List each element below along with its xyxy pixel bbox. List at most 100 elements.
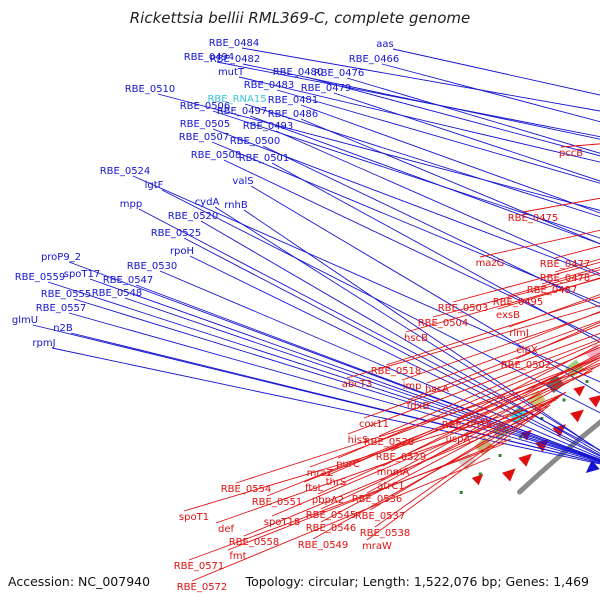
forward-label-leader: [157, 93, 600, 211]
forward-label-leader: [276, 89, 600, 184]
forward-gene-label: RBE_0500: [230, 136, 281, 147]
forward-label-leader: [200, 220, 600, 454]
reverse-gene-label: hscA: [425, 384, 449, 395]
map-title: Rickettsia bellii RML369-C, complete gen…: [130, 9, 471, 27]
forward-label-leader: [262, 145, 600, 308]
reverse-gene-label: imp: [403, 381, 422, 392]
reverse-label-leader: [227, 438, 511, 551]
forward-label-leader: [275, 130, 600, 275]
forward-gene-label: RBE_0506: [180, 101, 231, 112]
reverse-gene-label: mazG: [476, 258, 505, 269]
accession-text: Accession: NC_007940: [8, 574, 150, 589]
forward-gene-label: valS: [232, 176, 253, 187]
forward-gene-label: RBE_0559: [15, 272, 66, 283]
reverse-label-leader: [432, 272, 600, 318]
reverse-gene-label: pccB: [559, 148, 583, 159]
reverse-gene-label: mnmA: [377, 467, 410, 478]
forward-gene-label: rpoH: [170, 246, 194, 257]
forward-gene-label: mutT: [218, 67, 245, 78]
forward-gene-label: RBE_0479: [301, 83, 352, 94]
reverse-gene-label: RBE_0529: [376, 452, 427, 463]
reverse-gene-label: mraW: [362, 541, 392, 552]
reverse-label-leader: [479, 229, 600, 258]
reverse-label-leader: [405, 278, 600, 333]
forward-gene-label: spoT17: [64, 269, 101, 280]
reverse-gene-label: RBE_0546: [306, 523, 357, 534]
reverse-label-leader: [366, 404, 551, 541]
reverse-label-leader: [188, 442, 507, 561]
forward-label-leader: [249, 115, 600, 245]
reverse-label-leader: [271, 392, 565, 517]
reverse-label-leader: [337, 346, 600, 459]
forward-label-leader: [159, 270, 600, 459]
forward-label-leader: [243, 209, 600, 452]
forward-label-leader: [70, 332, 600, 464]
forward-label-leader: [73, 298, 600, 462]
reverse-gene-label: RBE_0536: [352, 494, 403, 505]
reverse-gene-label: mraZ: [307, 468, 334, 479]
ring-dot: [478, 472, 482, 476]
reverse-label-leader: [243, 412, 541, 537]
reverse-gene-label: RBE_0502: [501, 360, 552, 371]
reverse-label-leader: [312, 409, 545, 540]
reverse-label-leader: [385, 296, 600, 366]
reverse-gene-arrow: [570, 409, 584, 423]
forward-label-leader: [223, 159, 600, 340]
reverse-gene-label: uspA: [446, 434, 471, 445]
reverse-label-leader: [456, 344, 600, 420]
reverse-gene-label: RBE_0537: [355, 511, 406, 522]
reverse-gene-label: RBE_0475: [508, 213, 559, 224]
reverse-label-leader: [303, 370, 593, 483]
reverse-gene-label: RBE_0518: [371, 366, 422, 377]
forward-gene-label: lgtF: [145, 180, 164, 191]
forward-gene-label: RBE_0476: [314, 68, 365, 79]
forward-gene-label: n2B: [53, 323, 73, 334]
forward-gene-label: glmU: [12, 315, 38, 326]
forward-gene-label: mpp: [120, 199, 142, 210]
reverse-gene-label: clpX: [516, 345, 538, 356]
ring-dot: [459, 491, 463, 494]
reverse-gene-label: RBE_0515: [442, 420, 493, 431]
reverse-gene-label: hisS: [348, 435, 369, 446]
forward-gene-label: RBE_0501: [239, 153, 290, 164]
reverse-label-leader: [266, 362, 600, 497]
forward-gene-label: RBE_0507: [179, 132, 230, 143]
forward-label-leader: [305, 76, 600, 157]
forward-gene-label: RBE_0483: [244, 80, 295, 91]
forward-label-leader: [216, 61, 600, 138]
ring-dot: [498, 454, 502, 457]
reverse-gene-label: RBE_0551: [252, 497, 303, 508]
reverse-label-leader: [191, 457, 491, 582]
forward-gene-label: RBE_0508: [191, 150, 242, 161]
reverse-gene-label: RBE_0495: [493, 297, 544, 308]
reverse-gene-arrow: [471, 473, 484, 486]
forward-gene-label: proP9_2: [41, 252, 81, 263]
ring-dot: [585, 380, 589, 383]
forward-gene-label: RBE_0555: [41, 289, 92, 300]
forward-gene-label: RBE_0480: [273, 67, 324, 78]
reverse-label-leader: [515, 321, 600, 360]
reverse-label-leader: [346, 304, 600, 379]
forward-gene-label: RBE_0497: [217, 106, 268, 117]
forward-label-leader: [271, 162, 600, 343]
reverse-gene-label: RBE_0503: [438, 303, 489, 314]
reverse-gene-label: spoT1: [179, 512, 209, 523]
reverse-gene-label: cox11: [359, 419, 389, 430]
forward-label-leader: [241, 47, 600, 112]
forward-label-leader: [189, 255, 600, 457]
forward-label-leader: [242, 63, 600, 140]
forward-gene-label: aas: [376, 39, 393, 50]
reverse-label-leader: [380, 359, 600, 481]
forward-gene-label: RBE_0525: [151, 228, 202, 239]
reverse-label-leader: [516, 311, 600, 345]
forward-gene-label: RBE_0482: [210, 54, 261, 65]
reverse-label-leader: [215, 405, 550, 524]
forward-gene-label: RBE_0510: [125, 84, 176, 95]
forward-label-leader: [238, 76, 600, 163]
forward-label-leader: [132, 175, 600, 383]
reverse-gene-label: RBE_0504: [418, 318, 469, 329]
reverse-gene-label: RBE_0487: [527, 285, 578, 296]
